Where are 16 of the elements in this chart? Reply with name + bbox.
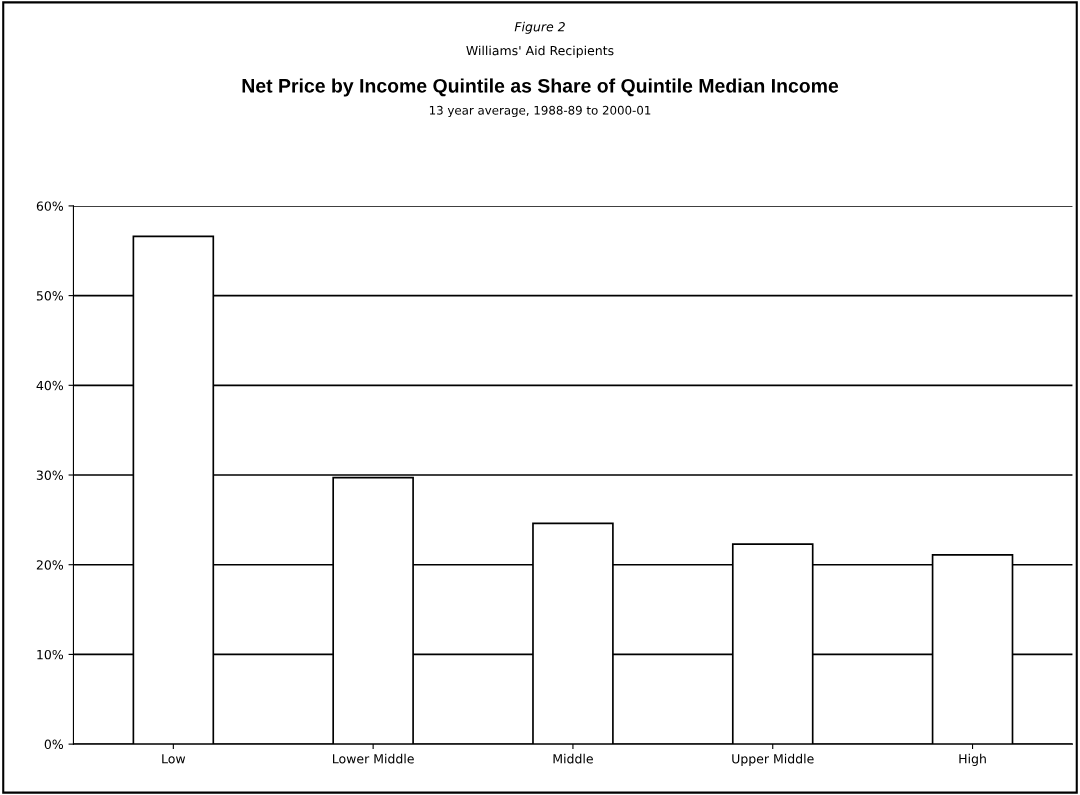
chart-subtitle: 13 year average, 1988-89 to 2000-01 <box>429 105 651 118</box>
x-tick-label: High <box>959 753 986 766</box>
y-tick-label: 0% <box>44 739 64 750</box>
x-tick-label: Upper Middle <box>732 753 814 766</box>
text: Williams' Aid Recipients <box>466 45 614 58</box>
x-tick-label: Low <box>162 754 186 764</box>
caption: Figure 2 <box>514 21 565 34</box>
y-tick-label: 30% <box>36 470 64 480</box>
y-tick-label: 20% <box>36 560 64 570</box>
x-tick-label: Lower Middle <box>333 753 414 764</box>
x-tick-label: Middle <box>553 753 593 764</box>
y-tick-label: 40% <box>36 380 64 391</box>
y-tick-label: 50% <box>36 291 64 301</box>
y-tick-label: 60% <box>36 201 64 211</box>
chart-title: Net Price by Income Quintile as Share of Quintile Median Income <box>242 78 839 97</box>
y-tick-label: 10% <box>37 649 64 660</box>
